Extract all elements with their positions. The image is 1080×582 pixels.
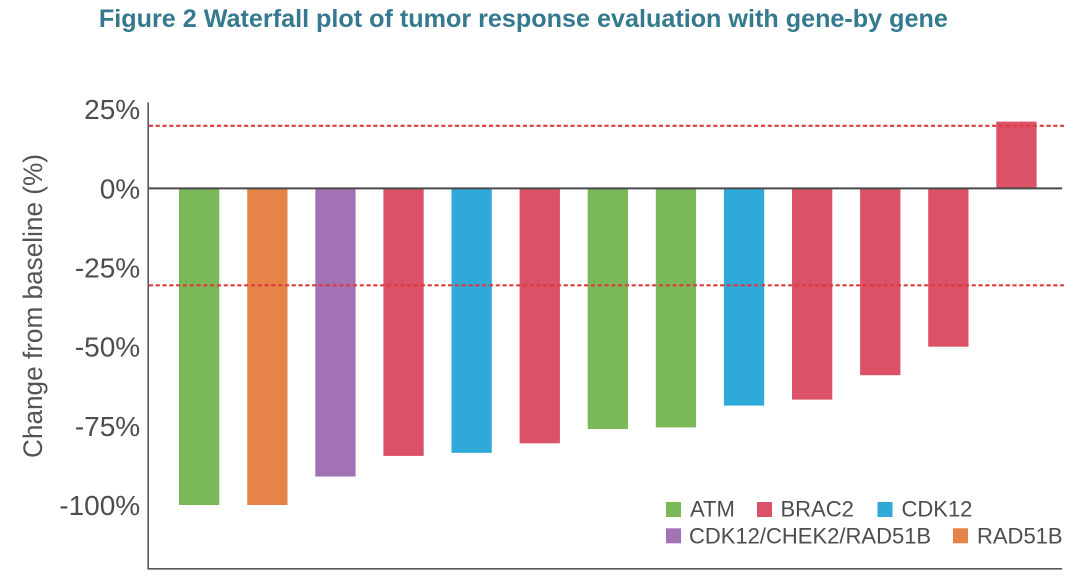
svg-text:ATM: ATM — [690, 497, 735, 522]
svg-text:Figure 2 Waterfall plot of tum: Figure 2 Waterfall plot of tumor respons… — [99, 5, 948, 33]
svg-text:-25%: -25% — [75, 253, 140, 284]
svg-text:-75%: -75% — [75, 411, 140, 442]
svg-text:25%: 25% — [84, 94, 140, 125]
svg-text:RAD51B: RAD51B — [977, 523, 1063, 548]
svg-text:CDK12: CDK12 — [902, 497, 973, 522]
svg-text:-50%: -50% — [75, 332, 140, 363]
svg-text:Change from baseline (%): Change from baseline (%) — [18, 154, 48, 458]
svg-text:BRAC2: BRAC2 — [781, 497, 854, 522]
svg-text:0%: 0% — [100, 173, 140, 204]
svg-text:CDK12/CHEK2/RAD51B: CDK12/CHEK2/RAD51B — [689, 523, 931, 548]
svg-text:-100%: -100% — [59, 490, 140, 521]
